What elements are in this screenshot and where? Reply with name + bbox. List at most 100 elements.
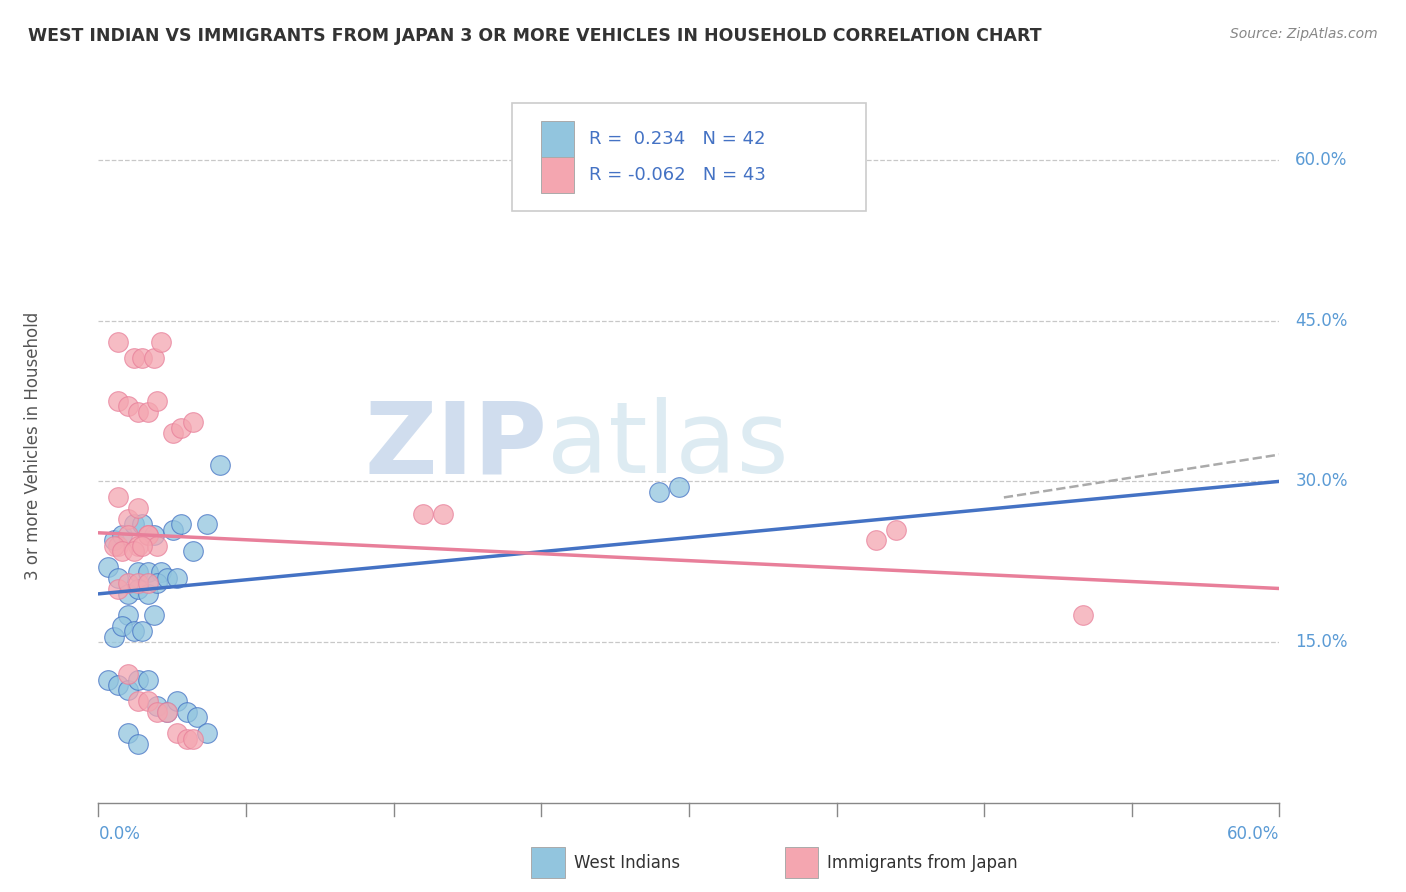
Point — [156, 705, 179, 719]
Point — [195, 517, 218, 532]
Point — [117, 512, 139, 526]
Text: ZIP: ZIP — [364, 398, 547, 494]
Point — [156, 571, 179, 585]
Point — [131, 517, 153, 532]
Point — [142, 528, 165, 542]
Text: West Indians: West Indians — [574, 854, 679, 871]
Point — [127, 694, 149, 708]
Point — [156, 705, 179, 719]
Point — [103, 630, 125, 644]
Point — [136, 405, 159, 419]
Text: 45.0%: 45.0% — [1295, 311, 1347, 330]
Point — [136, 566, 159, 580]
Point — [127, 405, 149, 419]
Text: R =  0.234   N = 42: R = 0.234 N = 42 — [589, 130, 765, 148]
FancyBboxPatch shape — [541, 121, 575, 157]
Text: R = -0.062   N = 43: R = -0.062 N = 43 — [589, 166, 765, 184]
Point — [111, 619, 134, 633]
Point — [176, 705, 198, 719]
Point — [111, 544, 134, 558]
Point — [136, 528, 159, 542]
Point — [127, 566, 149, 580]
Point — [122, 351, 145, 366]
Point — [107, 491, 129, 505]
Point — [181, 731, 204, 746]
Point — [117, 726, 139, 740]
Point — [127, 582, 149, 596]
Point — [117, 667, 139, 681]
Point — [127, 501, 149, 516]
Point — [117, 587, 139, 601]
Point — [127, 576, 149, 591]
Point — [142, 608, 165, 623]
Text: Source: ZipAtlas.com: Source: ZipAtlas.com — [1230, 27, 1378, 41]
Point — [186, 710, 208, 724]
Point — [432, 507, 454, 521]
Point — [150, 566, 173, 580]
Point — [136, 587, 159, 601]
Point — [122, 624, 145, 639]
Text: WEST INDIAN VS IMMIGRANTS FROM JAPAN 3 OR MORE VEHICLES IN HOUSEHOLD CORRELATION: WEST INDIAN VS IMMIGRANTS FROM JAPAN 3 O… — [28, 27, 1042, 45]
Point — [111, 528, 134, 542]
Point — [865, 533, 887, 548]
Text: 15.0%: 15.0% — [1295, 633, 1348, 651]
Point — [136, 673, 159, 687]
Point — [107, 582, 129, 596]
Point — [166, 726, 188, 740]
Point — [103, 539, 125, 553]
Point — [176, 731, 198, 746]
Point — [146, 394, 169, 409]
Text: 60.0%: 60.0% — [1227, 825, 1279, 843]
Text: 30.0%: 30.0% — [1295, 473, 1348, 491]
Point — [107, 334, 129, 349]
Point — [166, 694, 188, 708]
Point — [150, 334, 173, 349]
Point — [103, 533, 125, 548]
Point — [131, 624, 153, 639]
Point — [170, 517, 193, 532]
Point — [146, 539, 169, 553]
Text: 3 or more Vehicles in Household: 3 or more Vehicles in Household — [24, 312, 42, 580]
Point — [195, 726, 218, 740]
Point — [162, 523, 184, 537]
Point — [136, 528, 159, 542]
Point — [131, 539, 153, 553]
Point — [117, 576, 139, 591]
Text: 60.0%: 60.0% — [1295, 151, 1347, 169]
Point — [127, 539, 149, 553]
Point — [97, 560, 120, 574]
Point — [117, 683, 139, 698]
Point — [117, 528, 139, 542]
Point — [146, 576, 169, 591]
Point — [412, 507, 434, 521]
Point — [131, 351, 153, 366]
Point — [127, 737, 149, 751]
Point — [136, 576, 159, 591]
Point — [1071, 608, 1094, 623]
Point — [117, 608, 139, 623]
Point — [181, 544, 204, 558]
Point — [668, 480, 690, 494]
Point — [117, 400, 139, 414]
Point — [122, 517, 145, 532]
Text: 0.0%: 0.0% — [98, 825, 141, 843]
Point — [136, 694, 159, 708]
Point — [166, 571, 188, 585]
Point — [97, 673, 120, 687]
Point — [107, 571, 129, 585]
Point — [107, 394, 129, 409]
FancyBboxPatch shape — [512, 103, 866, 211]
Point — [122, 544, 145, 558]
Point — [146, 699, 169, 714]
Point — [648, 485, 671, 500]
Text: Immigrants from Japan: Immigrants from Japan — [827, 854, 1018, 871]
Point — [107, 678, 129, 692]
Point — [107, 539, 129, 553]
Point — [162, 426, 184, 441]
Text: atlas: atlas — [547, 398, 789, 494]
FancyBboxPatch shape — [541, 157, 575, 193]
Point — [884, 523, 907, 537]
Point — [209, 458, 232, 473]
Point — [170, 421, 193, 435]
Point — [181, 416, 204, 430]
